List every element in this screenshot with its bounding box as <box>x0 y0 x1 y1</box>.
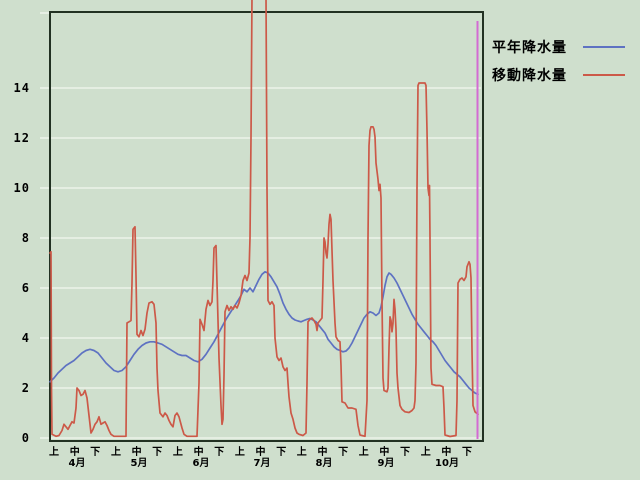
x-axis-month-label: 5月 <box>130 458 148 469</box>
y-axis-label: 2 <box>21 381 30 395</box>
x-axis-period-label: 下 <box>276 447 287 458</box>
x-axis-period-label: 中 <box>131 447 142 458</box>
x-axis-period-label: 下 <box>152 447 163 458</box>
x-axis-period-label: 上 <box>420 447 431 458</box>
x-axis-month-label: 4月 <box>68 458 86 469</box>
legend-line-sample-normal <box>583 46 625 48</box>
x-axis-period-label: 下 <box>214 447 225 458</box>
x-axis-period-label: 中 <box>69 447 80 458</box>
y-axis-label: 14 <box>13 81 30 95</box>
x-axis-period-label: 中 <box>193 447 204 458</box>
normal-precip-line <box>49 270 479 396</box>
y-axis-label: 12 <box>13 131 30 145</box>
x-axis-period-label: 下 <box>400 447 411 458</box>
legend-label-moving-precip: 移動降水量 <box>492 68 567 84</box>
legend-label-normal-precip: 平年降水量 <box>492 40 567 56</box>
x-axis-period-label: 上 <box>111 447 121 458</box>
x-axis-month-label: 10月 <box>435 458 459 469</box>
x-axis-period-label: 中 <box>379 447 390 458</box>
x-axis-period-label: 上 <box>49 447 59 458</box>
x-axis-period-label: 上 <box>234 447 245 458</box>
y-axis-label: 10 <box>13 181 30 195</box>
x-axis-period-label: 中 <box>441 447 452 458</box>
legend-line-sample-moving <box>583 74 625 76</box>
y-axis-label: 4 <box>21 331 30 345</box>
x-axis-period-label: 上 <box>358 447 369 458</box>
x-axis-period-label: 下 <box>90 447 101 458</box>
x-axis-period-label: 下 <box>462 447 472 458</box>
x-axis-period-label: 中 <box>255 447 266 458</box>
x-axis-period-label: 上 <box>296 447 307 458</box>
x-axis-month-label: 9月 <box>377 458 395 469</box>
x-axis-month-label: 6月 <box>192 458 210 469</box>
legend-item-normal-precip: 平年降水量 <box>492 38 625 56</box>
y-axis-label: 0 <box>21 431 30 445</box>
x-axis-month-label: 8月 <box>315 458 333 469</box>
legend-item-moving-precip: 移動降水量 <box>492 66 625 84</box>
moving-precip-line <box>49 0 479 438</box>
x-axis-period-label: 下 <box>338 447 349 458</box>
y-axis-label: 8 <box>21 231 30 245</box>
x-axis-period-label: 中 <box>317 447 328 458</box>
legend: 平年降水量 移動降水量 <box>492 38 625 94</box>
y-axis-label: 6 <box>21 281 30 295</box>
x-axis-month-label: 7月 <box>253 458 271 469</box>
x-axis-period-label: 上 <box>172 447 183 458</box>
